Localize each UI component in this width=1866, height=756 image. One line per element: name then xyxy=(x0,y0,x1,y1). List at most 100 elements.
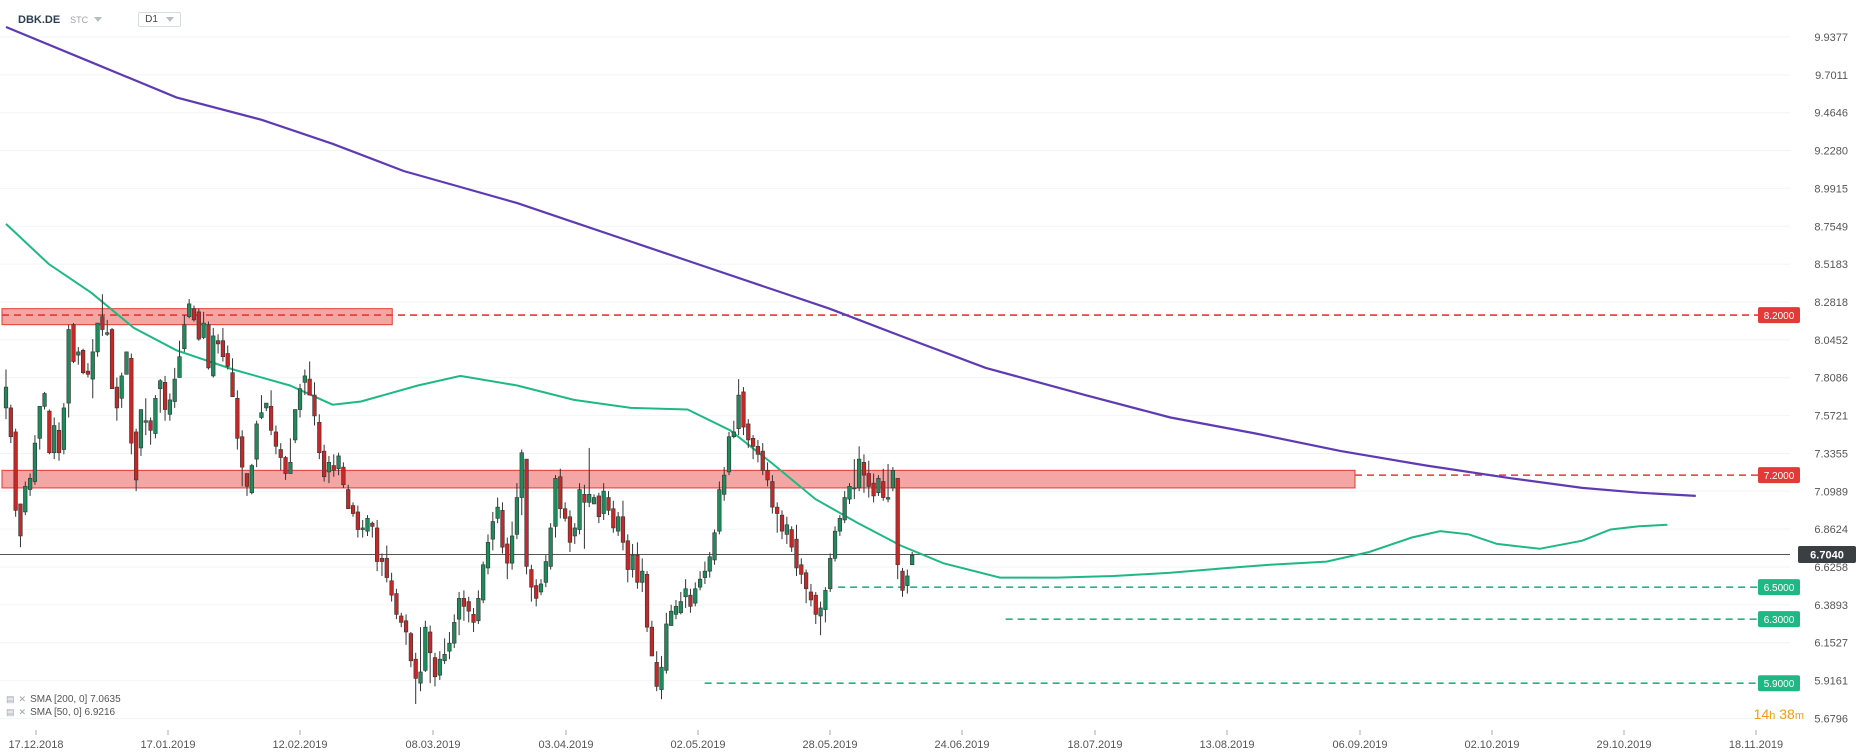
candle xyxy=(177,340,182,378)
candle xyxy=(317,414,322,460)
candle xyxy=(360,519,365,538)
candle-body xyxy=(109,329,115,390)
candle xyxy=(485,534,491,575)
candle xyxy=(442,638,447,664)
candle xyxy=(379,553,385,576)
candle xyxy=(866,460,871,498)
candle xyxy=(109,327,115,390)
candle-body xyxy=(538,583,544,593)
candle-body xyxy=(876,478,881,494)
candle-body xyxy=(235,398,240,439)
candle xyxy=(293,409,298,444)
candle xyxy=(437,651,442,680)
candle-body xyxy=(13,431,18,511)
candle-body xyxy=(847,486,852,500)
candle-body xyxy=(620,516,626,543)
sma50-line xyxy=(5,223,1668,579)
candle xyxy=(447,631,452,660)
x-tick-label: 18.07.2019 xyxy=(1067,739,1122,751)
candle xyxy=(191,305,197,322)
settings-icon[interactable]: ▤ xyxy=(6,694,15,704)
candle-body xyxy=(678,601,683,614)
candle-body xyxy=(861,462,867,476)
candle xyxy=(784,516,789,544)
candle xyxy=(456,591,462,636)
candle-body xyxy=(408,633,413,662)
symbol-label[interactable]: DBK.DE xyxy=(18,13,61,26)
candle-body xyxy=(273,431,279,447)
candle xyxy=(529,564,534,602)
candle-body xyxy=(852,487,857,490)
candle-body xyxy=(346,489,351,510)
chevron-down-icon xyxy=(165,17,174,22)
candle xyxy=(596,492,601,524)
candle xyxy=(876,475,881,496)
close-icon[interactable]: ✕ xyxy=(18,707,27,717)
level-label-text: 6.3000 xyxy=(1764,615,1795,626)
candle-body xyxy=(673,606,679,615)
market-selector[interactable]: STC xyxy=(70,15,103,25)
candle-body xyxy=(577,489,582,530)
candle xyxy=(649,620,654,657)
candle xyxy=(355,505,360,538)
y-tick-label: 7.5721 xyxy=(1814,411,1848,423)
indicator-legend: ▤ ✕ SMA [200, 0] 7.0635 ▤ ✕ SMA [50, 0] … xyxy=(6,693,121,719)
candle xyxy=(775,502,780,533)
candle xyxy=(746,419,751,448)
candle xyxy=(755,439,761,463)
legend-row-sma50[interactable]: ▤ ✕ SMA [50, 0] 6.9216 xyxy=(6,706,121,719)
candle xyxy=(235,390,240,450)
candle xyxy=(799,558,804,584)
y-tick-label: 5.6796 xyxy=(1814,713,1848,725)
candle-body xyxy=(476,598,481,622)
candle xyxy=(591,494,597,505)
level-label: 6.5000 xyxy=(1758,579,1800,596)
candle-body xyxy=(76,351,81,356)
y-tick-label: 8.2818 xyxy=(1814,297,1848,309)
candle xyxy=(509,521,515,570)
candle-body xyxy=(355,511,360,530)
candle xyxy=(582,484,587,549)
candle-body xyxy=(461,598,467,607)
candle xyxy=(804,569,809,604)
candle xyxy=(779,510,785,540)
x-tick-label: 08.03.2019 xyxy=(405,739,460,751)
candle-body xyxy=(268,406,274,431)
candle-body xyxy=(456,598,462,620)
candle xyxy=(813,591,818,624)
y-tick-label: 7.0989 xyxy=(1814,486,1848,498)
candle xyxy=(408,631,413,668)
candle xyxy=(187,299,192,319)
level-labels: 8.2000 7.2000 6.5000 6.3000 5.9000 xyxy=(1758,307,1800,692)
candle xyxy=(693,582,698,607)
close-icon[interactable]: ✕ xyxy=(18,694,27,704)
candle xyxy=(56,422,62,461)
candle xyxy=(654,651,659,692)
candle xyxy=(736,379,741,436)
candle-body xyxy=(167,399,172,415)
candle xyxy=(861,454,867,493)
candle xyxy=(808,583,814,607)
legend-row-sma200[interactable]: ▤ ✕ SMA [200, 0] 7.0635 xyxy=(6,693,121,706)
candle-body xyxy=(71,324,76,362)
candle-body xyxy=(582,494,587,503)
candle-body xyxy=(66,329,71,404)
candle-body xyxy=(804,572,809,590)
candle xyxy=(312,382,317,426)
x-tick-label: 17.01.2019 xyxy=(140,739,195,751)
level-label-box xyxy=(1758,307,1800,324)
candle-body xyxy=(664,623,669,671)
last-price-label: 6.7040 xyxy=(1798,546,1856,564)
timeframe-selector[interactable]: D1 xyxy=(138,12,181,27)
y-tick-label: 6.8624 xyxy=(1814,524,1848,536)
candle-body xyxy=(789,529,794,548)
countdown-minutes-unit: m xyxy=(1794,710,1804,722)
candle-body xyxy=(596,495,601,518)
candle xyxy=(606,491,611,516)
settings-icon[interactable]: ▤ xyxy=(6,707,15,717)
candle-body xyxy=(206,324,211,369)
candle xyxy=(630,543,635,578)
candle xyxy=(167,393,172,421)
candle xyxy=(500,502,505,554)
